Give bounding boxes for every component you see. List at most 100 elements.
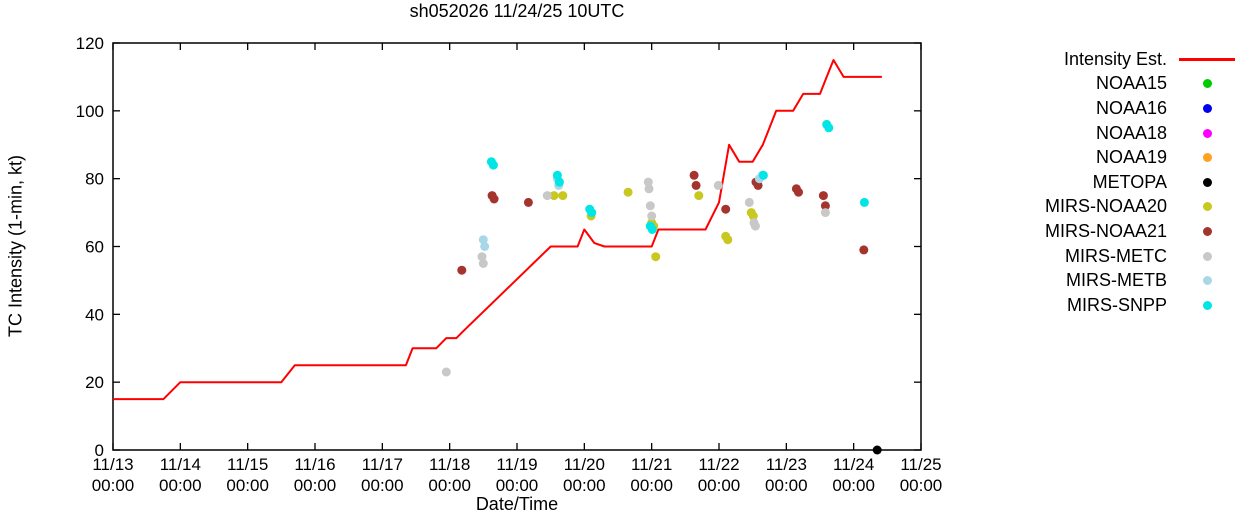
legend-entry-metopa: METOPA xyxy=(975,170,1235,195)
legend-entry-mirs-snpp: MIRS-SNPP xyxy=(975,293,1235,318)
point-mirs-noaa21 xyxy=(523,197,533,207)
point-mirs-noaa20 xyxy=(694,191,704,201)
legend-entry-intensity-est-: Intensity Est. xyxy=(975,47,1235,72)
point-mirs-metc xyxy=(542,191,552,201)
x-tick-label-date: 11/18 xyxy=(429,455,470,474)
x-tick-label-time: 00:00 xyxy=(563,476,606,495)
legend-marker-shape xyxy=(1202,226,1212,236)
x-tick-label-time: 00:00 xyxy=(765,476,808,495)
x-tick-label-date: 11/19 xyxy=(496,455,537,474)
legend-marker-shape xyxy=(1202,128,1212,138)
legend-dot-icon xyxy=(1179,226,1235,236)
x-tick-label-date: 11/20 xyxy=(564,455,605,474)
legend-entry-noaa16: NOAA16 xyxy=(975,96,1235,121)
point-mirs-noaa21 xyxy=(721,204,731,214)
x-tick-label-time: 00:00 xyxy=(900,476,943,495)
legend-dot-icon xyxy=(1179,177,1235,187)
legend-marker-shape xyxy=(1202,103,1212,113)
point-mirs-noaa20 xyxy=(748,211,758,221)
x-tick-label-date: 11/15 xyxy=(227,455,268,474)
point-mirs-noaa21 xyxy=(489,194,499,204)
point-mirs-metc xyxy=(647,211,657,221)
legend-entry-mirs-metb: MIRS-METB xyxy=(975,268,1235,293)
x-tick-label-date: 11/22 xyxy=(698,455,739,474)
y-tick-label: 100 xyxy=(76,102,104,121)
point-mirs-snpp xyxy=(647,225,657,234)
x-axis-label: Date/Time xyxy=(475,494,559,514)
legend-dot-icon xyxy=(1179,276,1235,286)
legend-dot-icon xyxy=(1179,128,1235,138)
legend-label: MIRS-METB xyxy=(1066,270,1167,291)
point-mirs-snpp xyxy=(587,208,597,218)
point-mirs-snpp xyxy=(859,197,869,207)
point-mirs-snpp xyxy=(552,170,562,180)
legend-marker-shape xyxy=(1179,57,1235,61)
y-tick-label: 80 xyxy=(85,170,104,189)
x-tick-label-date: 11/17 xyxy=(362,455,403,474)
x-tick-label-time: 00:00 xyxy=(361,476,404,495)
point-mirs-metc xyxy=(713,180,723,190)
x-tick-label-date: 11/14 xyxy=(160,455,201,474)
point-mirs-metb xyxy=(478,235,488,245)
series-line-intensity-est- xyxy=(113,59,882,401)
legend-line-sample-icon xyxy=(1179,57,1235,61)
legend-marker-shape xyxy=(1202,202,1212,212)
legend-dot-icon xyxy=(1179,202,1235,212)
legend: Intensity Est. NOAA15 NOAA16 NOAA18 NOAA19 ME… xyxy=(975,47,1235,318)
x-tick-label-time: 00:00 xyxy=(630,476,673,495)
x-tick-label-time: 00:00 xyxy=(832,476,875,495)
legend-marker-shape xyxy=(1202,153,1212,163)
x-tick-label-time: 00:00 xyxy=(226,476,269,495)
x-tick-label-date: 11/24 xyxy=(833,455,874,474)
x-tick-label-time: 00:00 xyxy=(428,476,471,495)
point-mirs-noaa21 xyxy=(691,180,701,190)
chart-title: sh052026 11/24/25 10UTC xyxy=(409,1,625,21)
y-tick-label: 40 xyxy=(85,305,104,324)
point-mirs-noaa20 xyxy=(723,235,733,245)
point-mirs-metc xyxy=(441,367,451,377)
x-tick-label-date: 11/21 xyxy=(631,455,672,474)
point-metopa xyxy=(872,445,882,455)
point-mirs-metc xyxy=(643,177,653,187)
point-mirs-metc xyxy=(477,252,487,262)
x-tick-label-time: 00:00 xyxy=(159,476,202,495)
x-tick-label-date: 11/16 xyxy=(294,455,335,474)
point-mirs-metb xyxy=(480,242,490,251)
point-mirs-metc xyxy=(750,221,760,231)
point-mirs-metc xyxy=(644,184,654,194)
point-mirs-noaa21 xyxy=(818,191,828,201)
point-mirs-noaa20 xyxy=(623,187,633,197)
legend-dot-icon xyxy=(1179,251,1235,261)
legend-label: MIRS-NOAA21 xyxy=(1044,220,1167,241)
legend-marker-shape xyxy=(1202,276,1212,286)
x-tick-label-time: 00:00 xyxy=(496,476,539,495)
legend-label: MIRS-NOAA20 xyxy=(1044,196,1167,217)
legend-marker-shape xyxy=(1202,251,1212,261)
point-mirs-noaa21 xyxy=(859,245,869,255)
x-tick-label-date: 11/23 xyxy=(766,455,807,474)
x-tick-label-date: 11/25 xyxy=(900,455,941,474)
legend-label: NOAA18 xyxy=(1095,122,1167,143)
y-tick-label: 20 xyxy=(85,373,104,392)
point-mirs-snpp xyxy=(554,177,564,187)
legend-label: Intensity Est. xyxy=(1063,48,1167,69)
point-mirs-snpp xyxy=(488,160,498,170)
legend-marker-shape xyxy=(1202,300,1212,310)
legend-entry-mirs-metc: MIRS-METC xyxy=(975,244,1235,269)
point-mirs-metc xyxy=(645,201,655,211)
point-mirs-metc xyxy=(744,197,754,207)
x-tick-label-date: 11/13 xyxy=(92,455,133,474)
legend-marker-shape xyxy=(1202,79,1212,89)
legend-label: METOPA xyxy=(1092,171,1167,192)
legend-entry-noaa15: NOAA15 xyxy=(975,72,1235,97)
y-tick-label: 60 xyxy=(85,238,104,257)
legend-entry-mirs-noaa20: MIRS-NOAA20 xyxy=(975,195,1235,220)
legend-dot-icon xyxy=(1179,103,1235,113)
plot-border xyxy=(112,42,922,451)
y-tick-label: 120 xyxy=(76,34,104,53)
legend-dot-icon xyxy=(1179,79,1235,89)
legend-dot-icon xyxy=(1179,300,1235,310)
point-mirs-noaa21 xyxy=(753,180,763,190)
point-mirs-noaa20 xyxy=(549,191,559,201)
